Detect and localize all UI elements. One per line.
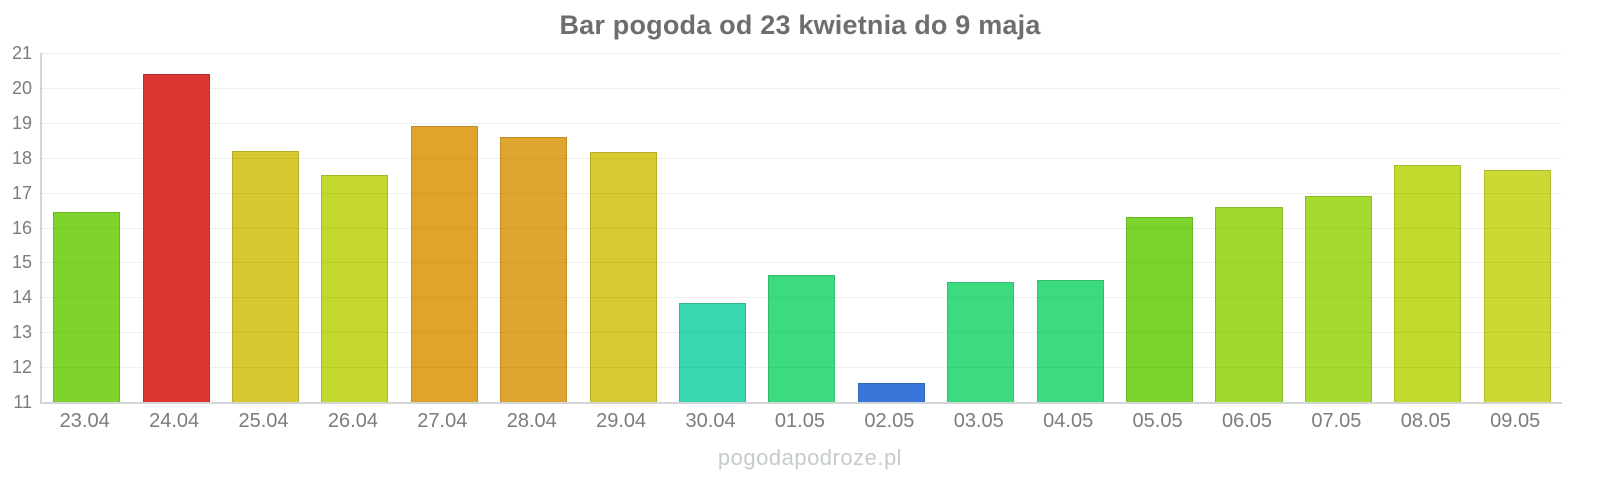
bar-slot — [221, 53, 310, 402]
bar-slot — [310, 53, 399, 402]
y-axis: 11 12 13 14 15 16 17 18 19 20 21 — [0, 43, 32, 412]
bar-05-05[interactable] — [1126, 217, 1194, 402]
y-axis-tick-label: 14 — [11, 287, 32, 308]
bar-23-04[interactable] — [53, 211, 121, 402]
bar-slot — [1383, 53, 1472, 402]
bar-30-04[interactable] — [679, 302, 747, 402]
bar-25-04[interactable] — [231, 150, 300, 402]
bar-slot — [578, 53, 667, 402]
y-axis-tick-label: 17 — [11, 182, 32, 203]
y-axis-tick-label: 11 — [13, 392, 32, 412]
bar-24-04[interactable] — [142, 73, 210, 402]
y-axis-tick-label: 12 — [11, 357, 32, 378]
x-axis-label: 09.05 — [1490, 410, 1541, 432]
y-axis-tick-label: 19 — [11, 112, 32, 133]
plot-area — [40, 53, 1562, 404]
x-axis-label: 29.04 — [596, 410, 647, 432]
x-axis-label: 25.04 — [238, 410, 289, 432]
watermark: pogodapodroze.pl — [717, 445, 903, 470]
x-axis-label: 28.04 — [506, 410, 557, 432]
x-axis-label: 03.05 — [953, 410, 1004, 432]
bar-01-05[interactable] — [768, 274, 836, 402]
bar-08-05[interactable] — [1394, 164, 1462, 402]
y-axis-tick-label: 20 — [11, 77, 32, 98]
bar-slot — [847, 53, 936, 402]
bar-09-05[interactable] — [1483, 169, 1551, 402]
bar-26-04[interactable] — [321, 175, 389, 402]
bar-29-04[interactable] — [589, 152, 657, 402]
y-axis-tick-label: 13 — [11, 322, 32, 343]
y-axis-tick-label: 15 — [11, 252, 32, 273]
bar-03-05[interactable] — [947, 281, 1015, 402]
bar-slot — [42, 53, 131, 402]
x-axis-label: 04.05 — [1043, 410, 1094, 432]
x-axis-label: 07.05 — [1311, 410, 1362, 432]
bar-04-05[interactable] — [1036, 279, 1104, 402]
bars-row — [42, 53, 1562, 402]
bar-07-05[interactable] — [1304, 196, 1372, 402]
x-axis-label: 05.05 — [1132, 410, 1183, 432]
bar-slot — [1294, 53, 1383, 402]
bar-06-05[interactable] — [1215, 206, 1283, 402]
x-axis-label: 02.05 — [864, 410, 915, 432]
x-axis-label: 26.04 — [327, 410, 378, 432]
bar-slot — [1025, 53, 1114, 402]
y-axis-tick-label: 16 — [11, 217, 32, 238]
x-axis-label: 06.05 — [1221, 410, 1273, 432]
bar-27-04[interactable] — [410, 126, 478, 402]
bar-02-05[interactable] — [857, 382, 925, 402]
x-axis-label: 27.04 — [417, 410, 468, 432]
bar-slot — [757, 53, 846, 402]
y-axis-tick-label: 21 — [11, 43, 32, 63]
x-axis-label: 23.04 — [59, 410, 110, 432]
bar-slot — [668, 53, 757, 402]
bar-slot — [489, 53, 578, 402]
bar-slot — [400, 53, 489, 402]
x-axis: 23.04 24.04 25.04 26.04 27.04 28.04 29.04 30.04… — [40, 406, 1560, 433]
bar-28-04[interactable] — [500, 136, 568, 402]
y-axis-tick-label: 18 — [11, 147, 32, 168]
x-axis-label: 01.05 — [774, 410, 825, 432]
bar-slot — [131, 53, 220, 402]
bar-slot — [1115, 53, 1204, 402]
x-axis-label: 24.04 — [149, 410, 200, 432]
bar-slot — [1204, 53, 1293, 402]
x-axis-label: 08.05 — [1400, 410, 1451, 432]
x-axis-label: 30.04 — [685, 410, 736, 432]
bar-slot — [1473, 53, 1562, 402]
chart-title: Bar pogoda od 23 kwietnia do 9 maja — [559, 10, 1041, 40]
bar-slot — [936, 53, 1025, 402]
